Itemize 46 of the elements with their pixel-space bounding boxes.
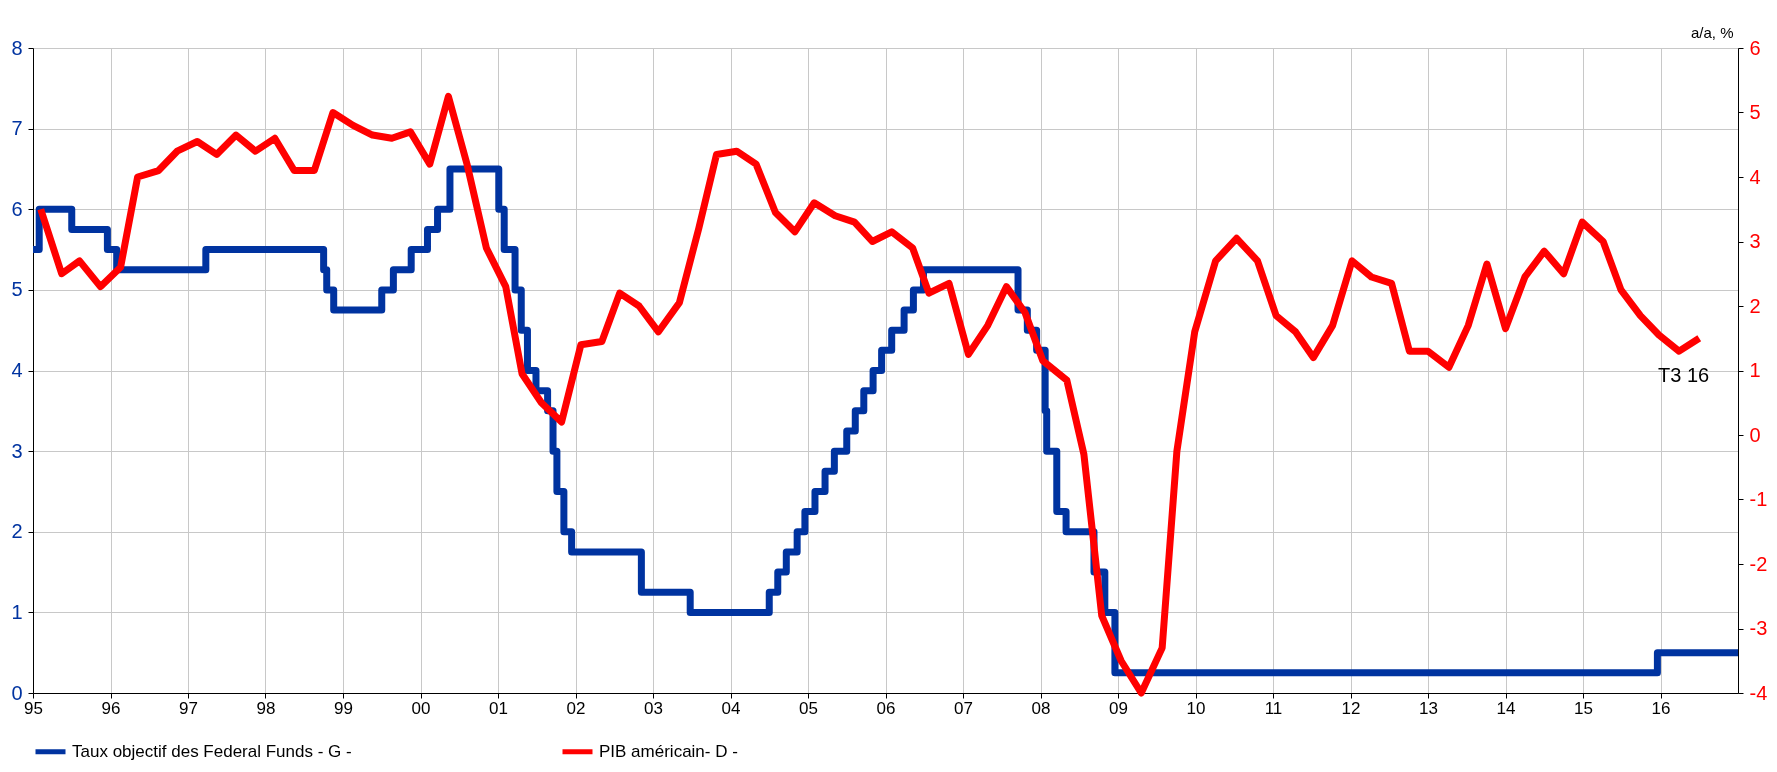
y2-tick-label: -1 [1749, 488, 1768, 510]
y2-axis-title: a/a, % [1690, 23, 1734, 41]
x-tick-label: 97 [179, 698, 198, 718]
x-tick-label: 99 [334, 698, 353, 718]
x-tick-label: 08 [1031, 698, 1051, 718]
y-tick-label: 1 [11, 600, 23, 623]
y2-tick-label: -4 [1749, 681, 1768, 704]
x-tick-label: 00 [411, 698, 431, 718]
y2-tick-label: 5 [1749, 101, 1761, 123]
x-tick-label: 16 [1651, 698, 1671, 718]
x-tick-label: 10 [1186, 698, 1206, 718]
y-tick-label: 5 [11, 278, 23, 301]
x-tick-label: 07 [954, 698, 973, 718]
y2-tick-label: 1 [1749, 359, 1761, 381]
x-tick-label: 06 [876, 698, 896, 718]
x-tick-label: 14 [1496, 698, 1516, 718]
x-tick-label: 04 [721, 698, 741, 718]
y2-tick-label: 2 [1749, 294, 1761, 317]
y2-tick-label: 0 [1749, 423, 1761, 446]
x-tick-label: 13 [1419, 698, 1438, 718]
x-tick-label: 11 [1264, 698, 1283, 718]
y2-tick-label: 3 [1749, 230, 1761, 252]
legend-label: Taux objectif des Federal Funds - G - [72, 741, 352, 761]
y-tick-label: 0 [11, 681, 23, 704]
x-tick-label: 05 [799, 698, 818, 718]
y-tick-label: 2 [11, 520, 23, 543]
annotation: T3 16 [1658, 364, 1710, 387]
legend-label: PIB américain- D - [599, 741, 738, 761]
y-tick-label: 3 [11, 439, 23, 462]
y2-tick-label: -3 [1749, 617, 1768, 639]
x-tick-label: 01 [489, 698, 508, 718]
x-tick-label: 02 [566, 698, 586, 718]
x-tick-label: 09 [1109, 698, 1128, 718]
y-tick-label: 6 [11, 197, 23, 220]
y2-tick-label: -2 [1749, 552, 1768, 575]
y2-tick-label: 4 [1749, 165, 1761, 188]
x-tick-label: 15 [1574, 698, 1593, 718]
y-tick-label: 8 [11, 36, 23, 59]
y2-tick-label: 6 [1749, 36, 1761, 59]
y-tick-label: 7 [11, 117, 23, 140]
x-tick-label: 03 [644, 698, 663, 718]
x-tick-label: 96 [101, 698, 121, 718]
x-tick-label: 98 [256, 698, 276, 718]
y-tick-label: 4 [11, 359, 23, 381]
x-tick-label: 12 [1341, 698, 1361, 718]
x-tick-label: 95 [24, 698, 43, 718]
